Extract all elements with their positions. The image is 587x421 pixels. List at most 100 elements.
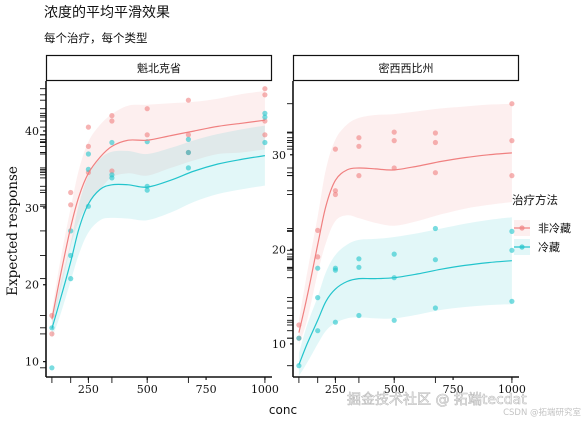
data-point bbox=[185, 132, 191, 138]
data-point bbox=[262, 132, 268, 138]
data-point bbox=[391, 251, 397, 257]
data-point bbox=[356, 264, 362, 270]
x-tick-label: 1000 bbox=[251, 383, 279, 396]
data-point bbox=[356, 135, 362, 141]
x-tick-label: 1000 bbox=[498, 383, 526, 396]
data-point bbox=[432, 257, 438, 263]
data-point bbox=[262, 118, 268, 124]
data-point bbox=[356, 312, 362, 319]
data-point bbox=[509, 228, 515, 234]
data-point bbox=[391, 317, 397, 323]
y-tick-label: 30 bbox=[272, 149, 286, 162]
y-tick-label: 10 bbox=[25, 356, 39, 369]
x-tick-label: 750 bbox=[196, 383, 217, 396]
smooth-line-1 bbox=[51, 119, 265, 320]
confidence-band-2 bbox=[298, 217, 512, 377]
x-tick-label: 250 bbox=[78, 383, 99, 396]
data-point bbox=[109, 168, 115, 174]
legend-key-point bbox=[519, 225, 525, 231]
data-point bbox=[185, 136, 191, 142]
data-point bbox=[185, 97, 191, 103]
legend-item: 冷藏 bbox=[514, 239, 560, 255]
data-point bbox=[332, 146, 338, 152]
data-point bbox=[432, 305, 438, 311]
x-tick-label: 500 bbox=[137, 383, 158, 396]
legend-key-point bbox=[519, 244, 525, 250]
data-point bbox=[432, 170, 438, 176]
data-point bbox=[185, 149, 191, 156]
data-point bbox=[356, 173, 362, 179]
facet-panels: 魁北克省 10 20 30 40 250 500 750 1000 密西西比州 10 20 30 250 5… bbox=[25, 54, 526, 396]
data-point bbox=[315, 265, 321, 271]
data-point bbox=[262, 92, 268, 98]
data-point bbox=[391, 129, 397, 135]
data-point bbox=[262, 110, 268, 116]
smooth-line-2 bbox=[298, 260, 512, 365]
data-point bbox=[144, 132, 150, 138]
data-point bbox=[109, 172, 115, 178]
data-point bbox=[68, 202, 74, 208]
data-point bbox=[85, 151, 91, 157]
data-point bbox=[68, 276, 74, 282]
data-point bbox=[315, 254, 321, 260]
y-tick-label: 10 bbox=[272, 338, 286, 351]
legend-label: 冷藏 bbox=[538, 241, 560, 254]
facet-strip-box bbox=[45, 54, 273, 82]
data-point bbox=[332, 191, 338, 198]
data-point bbox=[432, 139, 438, 146]
data-point bbox=[332, 319, 338, 325]
data-point bbox=[432, 130, 438, 136]
data-point bbox=[509, 247, 515, 253]
data-point bbox=[332, 265, 338, 271]
y-tick-label: 30 bbox=[25, 202, 39, 215]
x-axis-label: conc bbox=[269, 403, 297, 417]
data-point bbox=[356, 256, 362, 262]
credit-text: CSDN @拓端研究室 bbox=[503, 407, 581, 418]
data-point bbox=[49, 365, 55, 371]
legend-label: 非冷藏 bbox=[538, 222, 571, 235]
x-tick-label: 500 bbox=[384, 383, 405, 396]
y-tick-label: 40 bbox=[25, 125, 39, 138]
data-point bbox=[509, 101, 515, 107]
data-point bbox=[391, 138, 397, 144]
data-point bbox=[85, 124, 91, 130]
data-point bbox=[509, 138, 515, 144]
confidence-band-2 bbox=[51, 125, 265, 338]
data-point bbox=[49, 331, 55, 337]
watermark-text: 掘金技术社区 @ 拓端tecdat bbox=[347, 392, 527, 408]
data-point bbox=[315, 227, 321, 233]
y-axis-label: Expected response bbox=[5, 166, 21, 296]
data-point bbox=[296, 363, 302, 369]
y-tick-label: 20 bbox=[272, 243, 286, 256]
data-point bbox=[315, 295, 321, 301]
chart-title: 浓度的平均平滑效果 bbox=[44, 4, 170, 21]
data-point bbox=[262, 114, 268, 120]
data-point bbox=[509, 298, 515, 304]
data-point bbox=[109, 118, 115, 124]
x-tick-label: 250 bbox=[325, 383, 346, 396]
facet-panel-1: 魁北克省 10 20 30 40 250 500 750 1000 bbox=[25, 54, 279, 396]
data-point bbox=[432, 225, 438, 232]
smooth-line-1 bbox=[298, 152, 512, 333]
data-point bbox=[109, 139, 115, 146]
data-point bbox=[356, 143, 362, 149]
facet-panel-2: 密西西比州 10 20 30 250 500 750 1000 bbox=[272, 54, 526, 396]
data-point bbox=[296, 335, 302, 341]
data-point bbox=[332, 188, 338, 194]
x-tick-label: 750 bbox=[443, 383, 464, 396]
data-point bbox=[185, 165, 191, 171]
facet-strip-label: 魁北克省 bbox=[137, 61, 181, 75]
facet-strip-label: 密西西比州 bbox=[379, 61, 434, 75]
data-point bbox=[144, 106, 150, 112]
data-point bbox=[509, 173, 515, 179]
confidence-band-1 bbox=[51, 91, 265, 327]
data-point bbox=[85, 143, 91, 149]
smooth-line-2 bbox=[51, 155, 265, 329]
data-point bbox=[144, 187, 150, 193]
data-point bbox=[68, 189, 74, 196]
legend-item: 非冷藏 bbox=[514, 220, 571, 236]
facet-strip-box bbox=[292, 54, 520, 82]
y-tick-label: 20 bbox=[25, 279, 39, 292]
